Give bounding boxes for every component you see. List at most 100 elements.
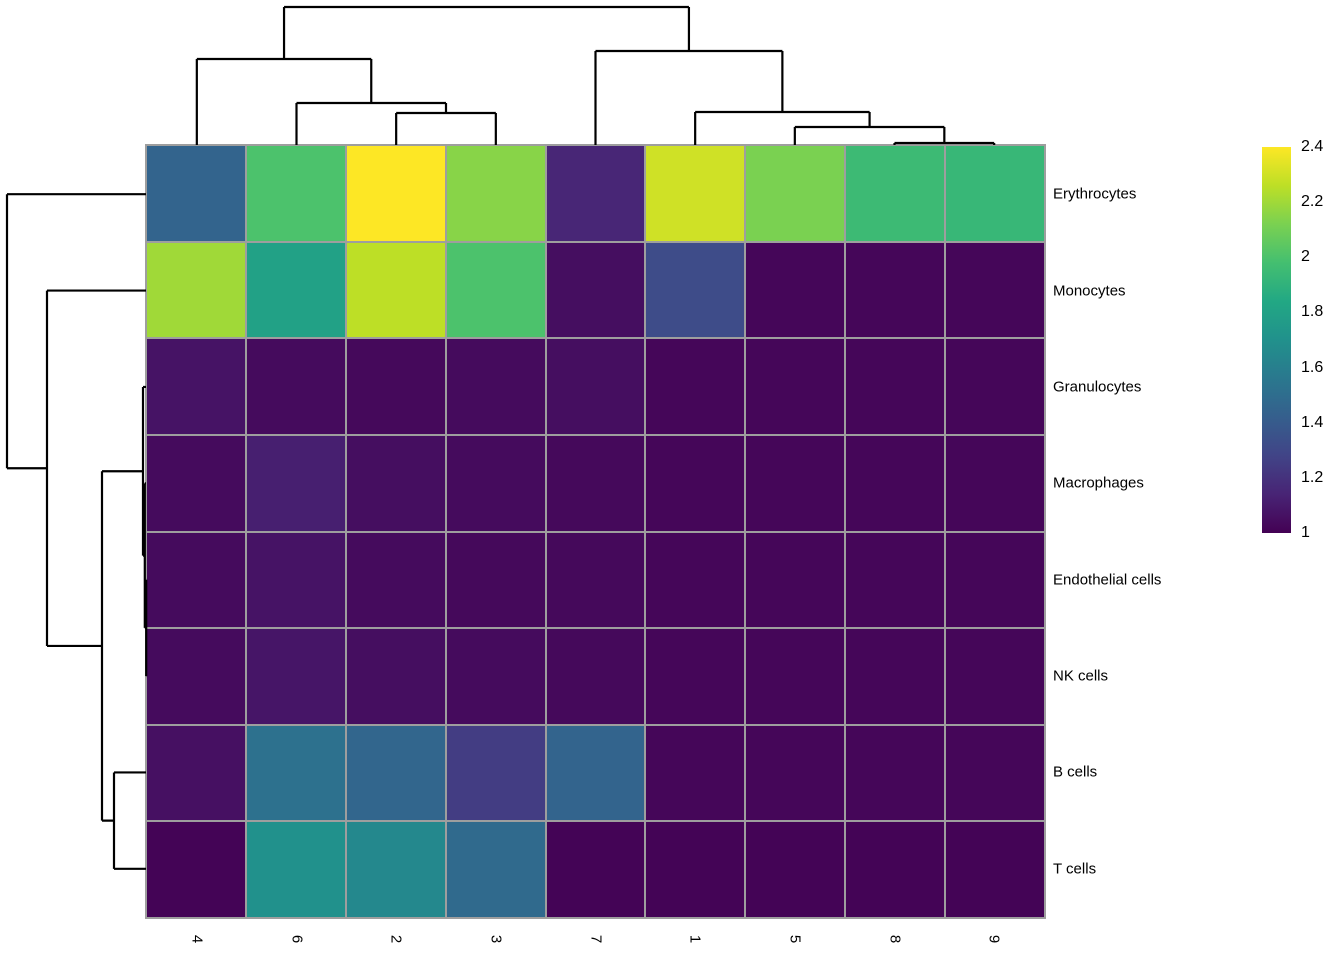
- column-label: 3: [487, 934, 505, 944]
- colorbar-tick-label: 1.4: [1301, 413, 1324, 431]
- column-label: 2: [387, 934, 405, 944]
- row-label: Monocytes: [1053, 282, 1126, 300]
- heatmap-cell: [546, 435, 645, 531]
- heatmap-cell: [246, 435, 345, 531]
- heatmap-cell: [646, 435, 745, 531]
- heatmap-cell: [446, 725, 545, 821]
- heatmap-cell: [646, 242, 745, 338]
- row-label: Erythrocytes: [1053, 185, 1137, 203]
- column-label: 4: [188, 934, 206, 944]
- heatmap-cell: [346, 532, 445, 628]
- heatmap-cell: [346, 146, 445, 241]
- heatmap-cell: [147, 242, 245, 338]
- heatmap-cell: [246, 822, 345, 917]
- heatmap-cell: [846, 339, 945, 434]
- heatmap-cell: [746, 146, 845, 241]
- heatmap-cell: [746, 629, 845, 724]
- heatmap-cell: [147, 146, 245, 241]
- heatmap-cell: [846, 435, 945, 531]
- heatmap-cell: [546, 629, 645, 724]
- column-label: 7: [587, 934, 604, 944]
- heatmap-cell: [246, 146, 345, 241]
- column-label: 9: [985, 934, 1003, 944]
- heatmap-cell: [546, 339, 645, 434]
- heatmap-cell: [446, 822, 545, 917]
- heatmap-cell: [546, 725, 645, 821]
- row-label: T cells: [1053, 860, 1097, 878]
- heatmap-cell: [147, 339, 245, 434]
- heatmap-cell: [147, 435, 245, 531]
- row-label: Granulocytes: [1053, 378, 1142, 396]
- column-label: 5: [786, 934, 804, 944]
- heatmap-cell: [646, 629, 745, 724]
- colorbar-tick-label: 2.4: [1301, 138, 1324, 155]
- heatmap-cell: [746, 339, 845, 434]
- heatmap-cell: [546, 822, 645, 917]
- dendrogram-lines: [5, 5, 996, 870]
- colorbar-tick-label: 2: [1301, 248, 1310, 266]
- heatmap-cell: [746, 435, 845, 531]
- heatmap-cell: [946, 339, 1044, 434]
- heatmap-cell: [846, 242, 945, 338]
- heatmap-cell: [946, 146, 1044, 241]
- colorbar-tick-label: 1: [1301, 524, 1310, 541]
- heatmap-cell: [246, 242, 345, 338]
- heatmap-cell: [946, 532, 1044, 628]
- heatmap-cell: [446, 339, 545, 434]
- heatmap-cell: [446, 242, 545, 338]
- heatmap-cell: [946, 725, 1044, 821]
- heatmap-cell: [446, 532, 545, 628]
- heatmap-cell: [646, 339, 745, 434]
- heatmap-cell: [946, 822, 1044, 917]
- colorbar-tick-label: 2.2: [1301, 193, 1324, 211]
- heatmap-cell: [846, 822, 945, 917]
- heatmap-grid: [145, 144, 1046, 919]
- heatmap-cell: [946, 629, 1044, 724]
- heatmap-cell: [646, 532, 745, 628]
- heatmap-cell: [246, 629, 345, 724]
- heatmap-cell: [746, 725, 845, 821]
- heatmap-cell: [346, 339, 445, 434]
- heatmap-cell: [147, 822, 245, 917]
- heatmap-cell: [746, 242, 845, 338]
- heatmap-cell: [846, 725, 945, 821]
- row-label: Macrophages: [1053, 474, 1144, 492]
- heatmap-cell: [546, 146, 645, 241]
- heatmap-cell: [646, 822, 745, 917]
- heatmap-cell: [646, 725, 745, 821]
- heatmap-cell: [246, 725, 345, 821]
- column-label: 6: [288, 934, 305, 944]
- heatmap-cell: [446, 146, 545, 241]
- heatmap-cell: [346, 435, 445, 531]
- colorbar-tick-label: 1.2: [1301, 468, 1324, 486]
- heatmap-cell: [246, 339, 345, 434]
- row-label: Endothelial cells: [1053, 571, 1162, 589]
- heatmap-cell: [346, 725, 445, 821]
- heatmap-cell: [846, 532, 945, 628]
- heatmap-cell: [646, 146, 745, 241]
- heatmap-cell: [446, 435, 545, 531]
- heatmap-cell: [546, 242, 645, 338]
- heatmap-cell: [846, 629, 945, 724]
- heatmap-cell: [147, 725, 245, 821]
- colorbar-tick-label: 1.6: [1301, 358, 1324, 376]
- row-label: B cells: [1053, 763, 1098, 781]
- column-label: 1: [686, 934, 704, 944]
- heatmap-cell: [546, 532, 645, 628]
- heatmap-cell: [446, 629, 545, 724]
- heatmap-cell: [846, 146, 945, 241]
- colorbar-gradient: [1262, 147, 1291, 533]
- heatmap-cell: [346, 629, 445, 724]
- heatmap-cell: [346, 822, 445, 917]
- heatmap-cell: [346, 242, 445, 338]
- row-label: NK cells: [1053, 667, 1109, 685]
- heatmap-cell: [746, 532, 845, 628]
- heatmap-cell: [147, 532, 245, 628]
- colorbar-tick-label: 1.8: [1301, 303, 1324, 321]
- heatmap-cell: [746, 822, 845, 917]
- column-label: 8: [886, 934, 903, 944]
- heatmap-cell: [147, 629, 245, 724]
- heatmap-cell: [946, 242, 1044, 338]
